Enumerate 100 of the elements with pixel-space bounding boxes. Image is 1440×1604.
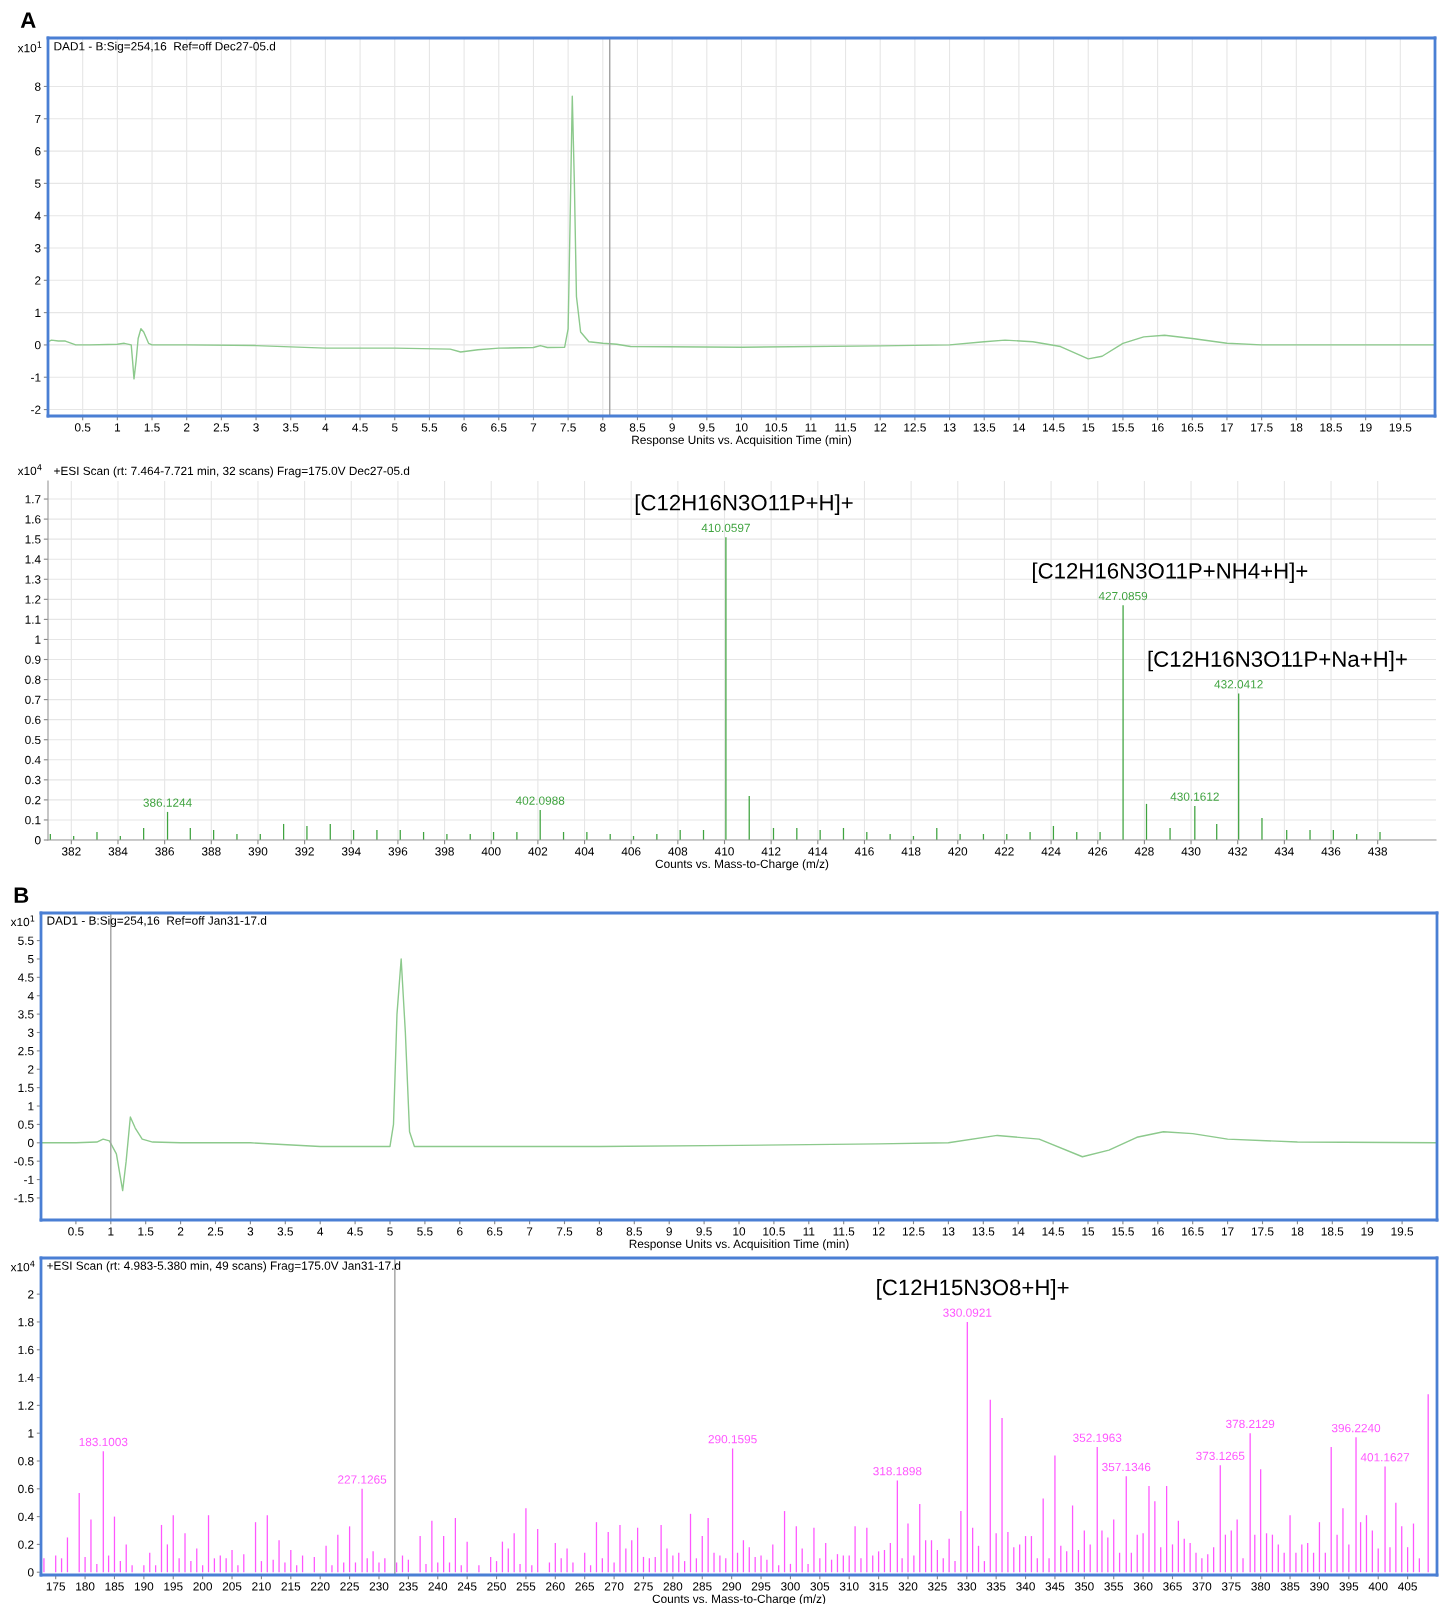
x-tick-label: 15.5 <box>1112 1227 1134 1236</box>
x-tick-label: 18.5 <box>1320 423 1342 432</box>
x-tick-label: 10 <box>735 423 748 432</box>
x-tick-label: 280 <box>663 1582 683 1591</box>
x-tick-label: 402 <box>528 847 548 856</box>
annotation: 352.1963 <box>1073 1433 1122 1442</box>
x-tick-label: 4.5 <box>347 1227 363 1236</box>
annotation: 430.1612 <box>1170 792 1219 801</box>
x-tick-label: 8 <box>600 423 606 432</box>
annotation: [C12H16N3O11P+H]+ <box>635 494 853 515</box>
y-tick-label: 5 <box>34 179 41 188</box>
x-tick-label: 225 <box>340 1582 359 1591</box>
x-tick-label: 355 <box>1104 1582 1124 1591</box>
y-tick-label: 1.8 <box>18 1317 34 1327</box>
annotation: 227.1265 <box>338 1475 387 1484</box>
y-tick-label: 0.4 <box>25 755 41 765</box>
annotation: 357.1346 <box>1102 1462 1151 1472</box>
x-tick-label: 2.5 <box>207 1227 224 1236</box>
y-tick-label: -2 <box>31 405 41 414</box>
x-tick-label: 3 <box>247 1227 254 1236</box>
y-tick-label: 0.2 <box>18 1540 34 1549</box>
x-tick-label: 255 <box>516 1582 536 1591</box>
x-tick-label: 17.5 <box>1251 423 1273 432</box>
x-tick-label: 0.5 <box>68 1227 84 1236</box>
x-tick-label: 12.5 <box>904 423 926 432</box>
y-tick-label: 0.7 <box>25 695 41 704</box>
y-tick-label: 3 <box>27 1028 34 1037</box>
y-tick-label: 5 <box>27 955 34 964</box>
y-tick-label: 2.5 <box>18 1046 34 1056</box>
x-tick-label: 410 <box>714 847 734 856</box>
y-tick-label: 0.6 <box>18 1484 34 1494</box>
y-axis-title: x10$^{4}$ <box>10 1260 35 1272</box>
y-tick-label: 0.6 <box>25 715 41 725</box>
annotation: 432.0412 <box>1214 680 1263 689</box>
x-tick-label: 5.5 <box>421 423 438 432</box>
y-tick-label: 0.4 <box>18 1512 34 1521</box>
x-tick-label: 414 <box>808 847 828 856</box>
y-tick-label: 3 <box>34 244 41 253</box>
x-tick-label: 245 <box>457 1582 477 1591</box>
x-tick-label: 13 <box>942 1227 955 1236</box>
x-tick-label: 416 <box>854 847 874 856</box>
y-tick-label: 8 <box>35 82 41 91</box>
y-tick-label: 1 <box>28 1102 34 1111</box>
x-tick-label: 305 <box>810 1582 830 1591</box>
x-tick-label: 3 <box>253 423 259 432</box>
y-tick-label: -0.5 <box>14 1157 34 1166</box>
x-tick-label: 1.5 <box>144 423 160 432</box>
x-tick-label: 422 <box>994 847 1014 856</box>
annotation: [C12H15N3O8+H]+ <box>877 1279 1069 1300</box>
x-tick-label: 220 <box>310 1582 330 1591</box>
x-tick-label: 320 <box>898 1582 918 1591</box>
x-tick-label: 4 <box>322 423 329 432</box>
x-tick-label: 11 <box>803 1227 815 1236</box>
x-tick-label: 6 <box>461 423 467 432</box>
x-tick-label: 11.5 <box>833 1227 855 1236</box>
x-tick-label: 18 <box>1290 423 1303 432</box>
x-tick-label: 295 <box>751 1582 771 1591</box>
x-tick-label: 13 <box>943 423 956 432</box>
chart-title: DAD1 - B:Sig=254,16 Ref=off Dec27-05.d <box>54 41 276 53</box>
x-tick-label: 335 <box>986 1582 1006 1591</box>
x-tick-label: 426 <box>1088 847 1108 856</box>
x-tick-label: 235 <box>399 1582 418 1591</box>
x-tick-label: 360 <box>1133 1582 1153 1591</box>
y-tick-label: 1 <box>28 1429 34 1438</box>
x-tick-label: 8.5 <box>626 1227 643 1236</box>
x-tick-label: 15.5 <box>1112 423 1134 432</box>
y-tick-label: 0.9 <box>25 655 41 664</box>
x-tick-label: 12 <box>872 1227 885 1236</box>
x-tick-label: 16 <box>1152 1227 1164 1236</box>
y-tick-label: 2 <box>28 1290 34 1299</box>
x-tick-label: 6.5 <box>491 423 507 432</box>
x-tick-label: 13.5 <box>973 423 996 432</box>
annotation: 373.1265 <box>1196 1451 1245 1461</box>
y-tick-label: 0.5 <box>18 1120 34 1129</box>
x-tick-label: 395 <box>1339 1582 1359 1591</box>
x-tick-label: 17 <box>1221 423 1233 432</box>
x-tick-label: 4.5 <box>352 423 368 432</box>
x-tick-label: 340 <box>1016 1582 1035 1591</box>
x-tick-label: 15 <box>1082 1227 1095 1236</box>
x-tick-label: 200 <box>193 1582 213 1591</box>
x-tick-label: 190 <box>134 1582 154 1591</box>
x-tick-label: 5 <box>387 1227 393 1236</box>
y-tick-label: 0.1 <box>25 815 41 825</box>
x-tick-label: 16.5 <box>1181 423 1204 432</box>
x-tick-label: 420 <box>948 847 968 856</box>
y-tick-label: 0.2 <box>25 795 41 805</box>
x-tick-label: 19 <box>1359 423 1372 432</box>
x-tick-label: 14.5 <box>1042 1227 1065 1236</box>
x-tick-label: 394 <box>341 847 361 856</box>
x-tick-label: 424 <box>1041 847 1061 856</box>
x-tick-label: 396 <box>388 847 408 856</box>
x-axis-title: Response Units vs. Acquisition Time (min) <box>629 1239 849 1251</box>
annotation: 318.1898 <box>873 1466 922 1476</box>
y-tick-label: 2 <box>35 276 41 285</box>
x-tick-label: 310 <box>839 1582 859 1591</box>
x-tick-label: 428 <box>1134 847 1154 856</box>
y-tick-label: 0.8 <box>18 1457 34 1466</box>
line-series <box>41 958 1437 1192</box>
y-tick-label: 1.6 <box>18 1345 34 1355</box>
annotation: 396.2240 <box>1331 1423 1381 1433</box>
